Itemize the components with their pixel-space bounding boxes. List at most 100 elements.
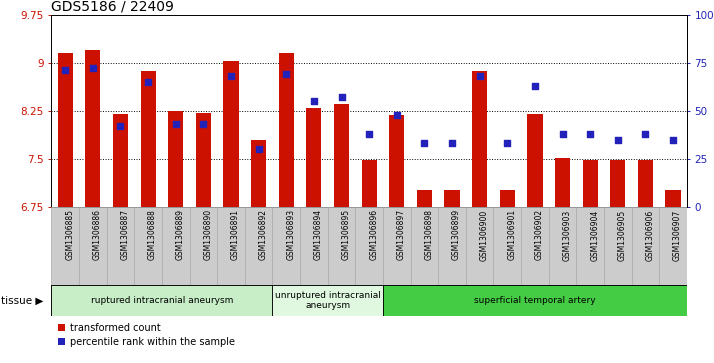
Point [640, 131, 651, 137]
Bar [245, 207, 273, 285]
Bar [85, 50, 101, 207]
Legend: transformed count, percentile rank within the sample: transformed count, percentile rank withi… [56, 321, 237, 348]
Text: GSM1306890: GSM1306890 [203, 209, 212, 260]
Point [142, 79, 154, 85]
Point [253, 146, 264, 152]
Bar [334, 104, 349, 207]
Point [308, 98, 320, 104]
Bar [162, 207, 189, 285]
Bar [273, 207, 300, 285]
Bar [51, 285, 273, 316]
Bar [555, 158, 570, 207]
Bar [361, 160, 377, 207]
Bar [665, 189, 680, 207]
Point [612, 136, 623, 142]
Bar [79, 207, 106, 285]
Point [585, 131, 596, 137]
Bar [306, 107, 321, 207]
Text: GSM1306887: GSM1306887 [121, 209, 129, 260]
Text: GSM1306896: GSM1306896 [369, 209, 378, 260]
Text: GSM1306893: GSM1306893 [286, 209, 296, 260]
Text: GSM1306891: GSM1306891 [231, 209, 240, 260]
Text: GSM1306903: GSM1306903 [563, 209, 571, 261]
Text: GSM1306895: GSM1306895 [341, 209, 351, 260]
Point [501, 140, 513, 146]
Text: GSM1306906: GSM1306906 [645, 209, 655, 261]
Bar [500, 189, 515, 207]
Bar [438, 207, 466, 285]
Bar [273, 285, 383, 316]
Point [336, 94, 347, 100]
Text: superficial temporal artery: superficial temporal artery [474, 296, 595, 305]
Point [170, 121, 181, 127]
Text: GDS5186 / 22409: GDS5186 / 22409 [51, 0, 174, 13]
Point [115, 123, 126, 129]
Bar [189, 207, 217, 285]
Text: GSM1306901: GSM1306901 [507, 209, 516, 260]
Bar [638, 160, 653, 207]
Bar [223, 61, 238, 207]
Bar [383, 207, 411, 285]
Text: GSM1306902: GSM1306902 [535, 209, 544, 260]
Text: GSM1306886: GSM1306886 [93, 209, 102, 260]
Text: GSM1306907: GSM1306907 [673, 209, 682, 261]
Bar [251, 140, 266, 207]
Text: tissue ▶: tissue ▶ [1, 295, 44, 305]
Bar [113, 114, 128, 207]
Text: GSM1306905: GSM1306905 [618, 209, 627, 261]
Text: GSM1306897: GSM1306897 [397, 209, 406, 260]
Point [87, 65, 99, 71]
Point [59, 68, 71, 73]
Point [668, 136, 679, 142]
Bar [300, 207, 328, 285]
Point [529, 83, 540, 89]
Bar [356, 207, 383, 285]
Bar [168, 111, 183, 207]
Point [557, 131, 568, 137]
Text: GSM1306904: GSM1306904 [590, 209, 599, 261]
Bar [141, 71, 156, 207]
Text: GSM1306899: GSM1306899 [452, 209, 461, 260]
Bar [583, 160, 598, 207]
Text: ruptured intracranial aneurysm: ruptured intracranial aneurysm [91, 296, 233, 305]
Text: GSM1306898: GSM1306898 [424, 209, 433, 260]
Text: GSM1306892: GSM1306892 [258, 209, 268, 260]
Text: GSM1306889: GSM1306889 [176, 209, 185, 260]
Point [281, 71, 292, 77]
Point [198, 121, 209, 127]
Point [474, 73, 486, 79]
Bar [549, 207, 576, 285]
Bar [576, 207, 604, 285]
Bar [217, 207, 245, 285]
Bar [444, 189, 460, 207]
Bar [521, 207, 549, 285]
Bar [466, 207, 493, 285]
Bar [328, 207, 356, 285]
Bar [106, 207, 134, 285]
Point [391, 112, 403, 118]
Bar [659, 207, 687, 285]
Bar [417, 189, 432, 207]
Point [363, 131, 375, 137]
Bar [389, 115, 404, 207]
Bar [383, 285, 687, 316]
Text: GSM1306900: GSM1306900 [480, 209, 488, 261]
Bar [51, 207, 79, 285]
Point [226, 73, 237, 79]
Text: GSM1306888: GSM1306888 [148, 209, 157, 260]
Bar [411, 207, 438, 285]
Text: unruptured intracranial
aneurysm: unruptured intracranial aneurysm [275, 291, 381, 310]
Bar [196, 113, 211, 207]
Point [446, 140, 458, 146]
Bar [604, 207, 632, 285]
Bar [632, 207, 659, 285]
Bar [58, 53, 73, 207]
Bar [472, 71, 487, 207]
Point [418, 140, 430, 146]
Text: GSM1306894: GSM1306894 [314, 209, 323, 260]
Bar [134, 207, 162, 285]
Bar [278, 53, 294, 207]
Text: GSM1306885: GSM1306885 [65, 209, 74, 260]
Bar [493, 207, 521, 285]
Bar [528, 114, 543, 207]
